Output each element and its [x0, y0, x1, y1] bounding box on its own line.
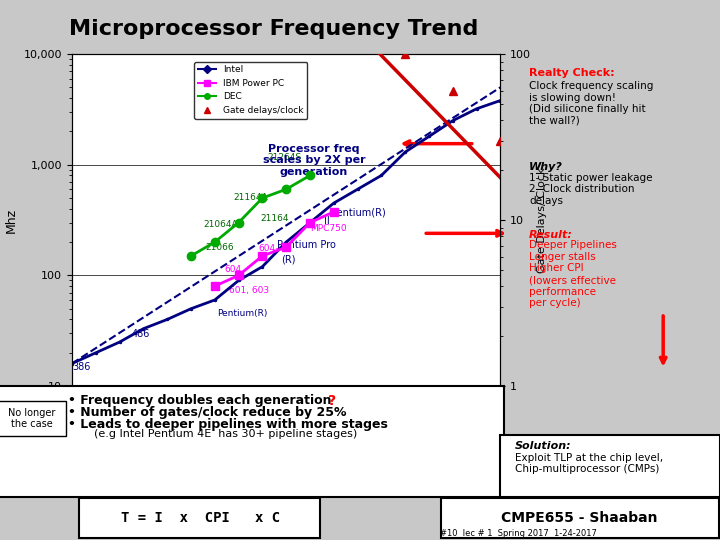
Text: Clock frequency scaling
is slowing down!
(Did silicone finally hit
the wall?): Clock frequency scaling is slowing down!…: [529, 81, 654, 126]
Text: Why?: Why?: [529, 162, 563, 172]
Text: Deeper Pipelines
Longer stalls
Higher CPI
(lowers effective
performance
per cycl: Deeper Pipelines Longer stalls Higher CP…: [529, 240, 617, 308]
Text: T = I  x  CPI   x C: T = I x CPI x C: [120, 511, 280, 525]
Legend: Intel, IBM Power PC, DEC, Gate delays/clock: Intel, IBM Power PC, DEC, Gate delays/cl…: [194, 62, 307, 119]
Text: Solution:: Solution:: [515, 441, 572, 451]
Text: Processor freq
scales by 2X per
generation: Processor freq scales by 2X per generati…: [263, 144, 365, 177]
Text: 21064A: 21064A: [203, 220, 238, 229]
Text: 21264S: 21264S: [267, 153, 301, 162]
Text: #10  lec # 1  Spring 2017  1-24-2017: #10 lec # 1 Spring 2017 1-24-2017: [440, 529, 597, 538]
Text: 1- Static power leakage
2- Clock distribution
delays: 1- Static power leakage 2- Clock distrib…: [529, 173, 653, 206]
Text: Result:: Result:: [529, 230, 573, 240]
Text: Pentium(R): Pentium(R): [331, 207, 386, 217]
Y-axis label: Mhz: Mhz: [5, 207, 18, 233]
Text: 21164: 21164: [260, 214, 289, 224]
Text: Pentium(R): Pentium(R): [217, 309, 268, 318]
Text: Realty Check:: Realty Check:: [529, 68, 615, 78]
Text: Microprocessor Frequency Trend: Microprocessor Frequency Trend: [69, 19, 478, 39]
Text: Pentium Pro: Pentium Pro: [276, 240, 336, 251]
Text: • Leads to deeper pipelines with more stages: • Leads to deeper pipelines with more st…: [68, 418, 388, 431]
Text: 604+: 604+: [258, 244, 284, 253]
Text: (e.g Intel Pentium 4E  has 30+ pipeline stages): (e.g Intel Pentium 4E has 30+ pipeline s…: [94, 429, 357, 440]
Text: 601, 603: 601, 603: [229, 286, 269, 294]
Text: II: II: [324, 216, 330, 226]
Text: No longer
the case: No longer the case: [8, 408, 55, 429]
Text: (R): (R): [282, 255, 296, 265]
Text: 386: 386: [72, 362, 91, 372]
Text: CMPE655 - Shaaban: CMPE655 - Shaaban: [501, 511, 658, 525]
Text: • Frequency doubles each generation: • Frequency doubles each generation: [68, 394, 332, 407]
Text: Exploit TLP at the chip level,
Chip-multiprocessor (CMPs): Exploit TLP at the chip level, Chip-mult…: [515, 453, 663, 474]
Text: 486: 486: [132, 329, 150, 339]
Text: 21066: 21066: [205, 244, 234, 253]
Text: MPC750: MPC750: [310, 224, 346, 233]
Text: 604: 604: [225, 265, 241, 274]
Text: • Number of gates/clock reduce by 25%: • Number of gates/clock reduce by 25%: [68, 406, 347, 419]
Text: 21164A: 21164A: [234, 193, 269, 202]
Y-axis label: Gate Delays/ Clock: Gate Delays/ Clock: [536, 167, 546, 273]
Text: ?: ?: [328, 394, 336, 408]
